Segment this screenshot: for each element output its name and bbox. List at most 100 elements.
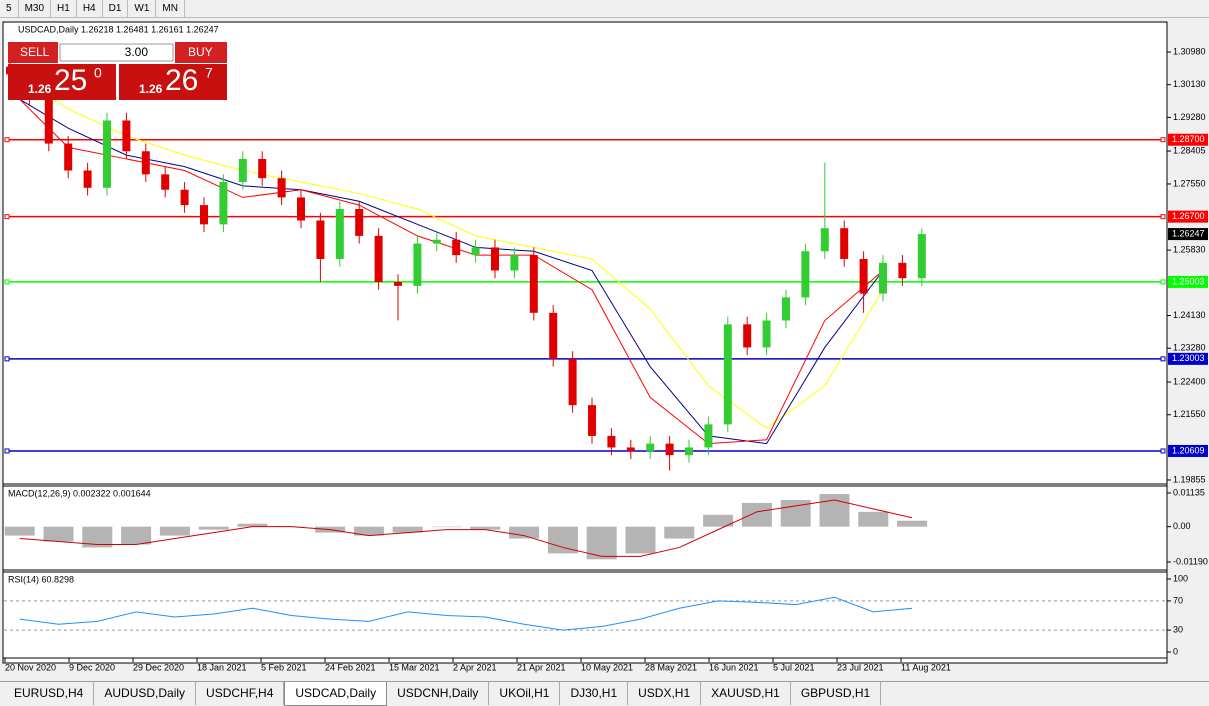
sell-button[interactable]: [8, 42, 58, 63]
price-tick-label: 1.23280: [1173, 343, 1206, 353]
buy-price-frac: 7: [205, 65, 213, 81]
date-label: 24 Feb 2021: [325, 662, 376, 672]
price-tick-label: 1.29280: [1173, 112, 1206, 122]
timeframe-button[interactable]: 5: [0, 0, 19, 17]
rsi-tick-label: 70: [1173, 595, 1183, 605]
symbol-tab[interactable]: XAUUSD,H1: [701, 682, 791, 705]
sell-price-frac: 0: [94, 65, 102, 81]
candle-body: [83, 170, 92, 188]
level-label: 1.28700: [1172, 134, 1205, 144]
macd-tick-label: -0.01190: [1173, 556, 1208, 566]
symbol-tab[interactable]: GBPUSD,H1: [791, 682, 882, 705]
candle-body: [879, 262, 887, 294]
timeframe-button[interactable]: M30: [19, 0, 52, 17]
buy-button[interactable]: [175, 42, 227, 63]
timeframe-button[interactable]: H1: [51, 0, 77, 17]
candle-body: [588, 405, 596, 436]
candle-body: [917, 234, 926, 279]
candle-body: [471, 247, 480, 256]
macd-bar: [43, 526, 74, 542]
date-label: 2 Apr 2021: [453, 662, 497, 672]
candle-body: [510, 255, 519, 271]
candle-body: [704, 424, 713, 448]
price-tick-label: 1.28405: [1173, 145, 1206, 155]
current-price-box: [1168, 228, 1208, 241]
macd-bar: [4, 526, 35, 536]
macd-bar: [819, 494, 850, 527]
timeframe-button[interactable]: MN: [156, 0, 185, 17]
candle-body: [568, 358, 577, 406]
symbol-tab[interactable]: UKOil,H1: [489, 682, 561, 705]
level-label: 1.23003: [1172, 353, 1205, 363]
date-label: 28 May 2021: [645, 662, 697, 672]
macd-bar: [547, 526, 578, 554]
level-handle: [1160, 137, 1166, 143]
candle-body: [161, 174, 170, 190]
price-tick-label: 1.25830: [1173, 244, 1206, 254]
level-handle: [4, 279, 10, 285]
candle-body: [723, 324, 732, 425]
date-label: 11 Aug 2021: [901, 662, 951, 672]
candle-body: [665, 443, 674, 456]
level-handle: [1160, 214, 1166, 220]
rsi-tick-label: 0: [1173, 646, 1178, 656]
symbol-tab[interactable]: USDCAD,Daily: [284, 682, 388, 706]
candle-body: [820, 228, 829, 252]
candle-body: [607, 435, 616, 448]
candle-body: [258, 158, 267, 179]
level-label-box: [1168, 444, 1208, 457]
candle-body: [782, 297, 790, 321]
sell-label: SELL: [20, 45, 50, 59]
macd-tick-label: 0.00: [1173, 521, 1191, 531]
symbol-tab[interactable]: EURUSD,H4: [4, 682, 95, 705]
date-label: 10 May 2021: [581, 662, 633, 672]
date-label: 5 Feb 2021: [261, 662, 307, 672]
symbol-tab[interactable]: USDCNH,Daily: [387, 682, 490, 705]
candle-body: [335, 208, 344, 259]
symbol-tab[interactable]: USDCHF,H4: [196, 682, 285, 705]
timeframe-toolbar: 5 M30 H1 H4 D1 W1 MN: [0, 0, 1209, 18]
chart-window: USDCAD,Daily 1.26218 1.26481 1.26161 1.2…: [2, 21, 1208, 672]
candle-body: [685, 447, 693, 456]
candle-body: [219, 182, 228, 225]
sell-price-box[interactable]: [8, 64, 116, 100]
price-tick-label: 1.19855: [1173, 474, 1206, 484]
current-price-label: 1.26247: [1172, 228, 1205, 238]
buy-price-pips: 26: [165, 64, 198, 97]
macd-bar: [121, 526, 152, 545]
symbol-tabs: EURUSD,H4 AUDUSD,Daily USDCHF,H4 USDCAD,Dai…: [0, 681, 1209, 706]
symbol-tab[interactable]: USDX,H1: [628, 682, 702, 705]
candle-body: [743, 324, 752, 348]
candle-body: [840, 228, 849, 259]
symbol-tab[interactable]: DJ30,H1: [560, 682, 629, 705]
candle-body: [549, 312, 558, 359]
level-label: 1.20609: [1172, 445, 1205, 455]
candle-body: [180, 189, 189, 206]
candle-body: [413, 243, 422, 286]
rsi-title: RSI(14) 60.8298: [8, 574, 74, 584]
candle-body: [122, 120, 131, 152]
price-tick-label: 1.30130: [1173, 79, 1206, 89]
price-tick-label: 1.21550: [1173, 409, 1206, 419]
level-handle: [4, 448, 10, 454]
candle-body: [491, 247, 499, 271]
buy-price-box[interactable]: [119, 64, 227, 100]
rsi-tick-label: 100: [1173, 573, 1188, 583]
lots-input[interactable]: [59, 43, 174, 62]
date-label: 15 Mar 2021: [389, 662, 440, 672]
level-label: 1.25003: [1172, 276, 1205, 286]
candle-body: [103, 120, 111, 188]
timeframe-button[interactable]: W1: [128, 0, 157, 17]
date-label: 29 Dec 2020: [133, 662, 184, 672]
timeframe-button[interactable]: D1: [103, 0, 129, 17]
moving-average: [9, 93, 884, 445]
timeframe-button[interactable]: H4: [77, 0, 103, 17]
date-label: 16 Jun 2021: [709, 662, 759, 672]
date-label: 23 Jul 2021: [837, 662, 884, 672]
macd-title: MACD(12,26,9) 0.002322 0.001644: [8, 488, 151, 498]
price-tick-label: 1.22400: [1173, 376, 1206, 386]
price-tick-label: 1.24130: [1173, 310, 1206, 320]
macd-bar: [509, 526, 540, 539]
symbol-tab[interactable]: AUDUSD,Daily: [94, 682, 197, 705]
macd-bar: [392, 526, 423, 533]
